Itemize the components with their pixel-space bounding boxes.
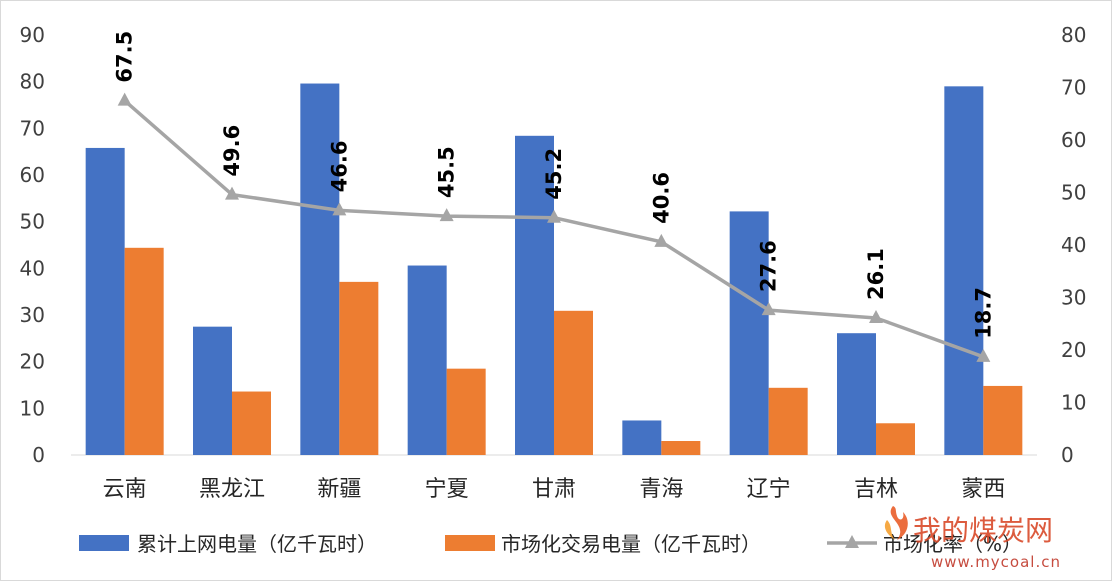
rate-data-label: 18.7 (971, 287, 995, 339)
bar-market-trade (124, 247, 164, 455)
bar-grid-power (515, 135, 554, 456)
bar-grid-power (944, 86, 984, 455)
x-category-label: 新疆 (317, 477, 361, 502)
legend: 累计上网电量（亿千瓦时） 市场化交易电量（亿千瓦时） 市场化率（%） (79, 532, 1022, 556)
rate-data-label: 67.5 (113, 31, 137, 83)
y-left-tick-label: 0 (32, 443, 45, 467)
bar-market-trade (446, 368, 486, 455)
x-category-label: 云南 (103, 477, 147, 502)
bar-grid-power (193, 326, 232, 455)
bar-market-trade (339, 281, 379, 455)
bar-grid-power (622, 420, 662, 455)
x-category-label: 辽宁 (747, 477, 791, 502)
bar-market-trade (768, 387, 808, 455)
x-category-label: 蒙西 (961, 477, 1005, 502)
rate-point-marker (869, 309, 883, 323)
y-right-tick-label: 60 (1061, 128, 1086, 152)
legend-swatch-market-trade (445, 535, 495, 551)
x-category-label: 宁夏 (425, 477, 469, 502)
y-left-tick-label: 30 (20, 303, 45, 327)
bar-grid-power (407, 265, 447, 455)
bar-grid-power (837, 333, 876, 455)
rate-point-marker (332, 202, 347, 216)
rate-data-label: 26.1 (864, 248, 888, 300)
x-category-label: 黑龙江 (199, 477, 265, 502)
bar-market-trade (983, 385, 1023, 455)
y-right-tick-label: 0 (1061, 443, 1074, 467)
bar-market-trade (661, 441, 701, 455)
y-right-tick-label: 20 (1061, 338, 1086, 362)
legend-label-rate: 市场化率（%） (883, 532, 1022, 556)
rate-data-label: 46.6 (327, 141, 351, 193)
rate-point-marker (225, 186, 239, 200)
rate-data-label: 45.2 (542, 148, 566, 200)
watermark-flame-icon (884, 506, 908, 540)
y-left-tick-label: 10 (20, 396, 45, 420)
y-right-tick-label: 80 (1061, 23, 1086, 47)
rate-point-marker (547, 209, 561, 223)
axes: 0 10 20 30 40 50 60 70 80 90 0 10 20 30 40 50 60 70 80 云南 黑龙… (20, 23, 1087, 502)
rate-point-marker (439, 208, 454, 222)
x-category-label: 吉林 (854, 477, 898, 502)
y-right-tick-label: 40 (1061, 233, 1086, 257)
rate-line (117, 92, 991, 362)
x-category-label: 青海 (639, 477, 683, 502)
x-category-label: 甘肃 (532, 477, 576, 502)
legend-swatch-grid-power (79, 535, 129, 551)
watermark-text: 我的煤炭网 (913, 514, 1053, 547)
rate-data-label: 45.5 (435, 146, 459, 198)
data-labels: 67.5 49.6 46.6 45.5 45.2 40.6 27.6 26.1 18.7 (113, 31, 996, 339)
rate-point-marker (761, 302, 776, 316)
y-right-tick-label: 10 (1061, 391, 1086, 415)
bar-market-trade (554, 310, 593, 455)
watermark-url: www.mycoal.cn (931, 553, 1061, 571)
bar-market-trade (232, 391, 271, 455)
rate-data-label: 27.6 (757, 240, 781, 292)
bar-grid-power (300, 83, 340, 456)
rate-data-label: 40.6 (649, 172, 673, 224)
y-left-tick-label: 40 (20, 256, 45, 280)
bar-grid-power (729, 211, 769, 455)
y-right-tick-label: 70 (1061, 76, 1086, 100)
y-left-tick-label: 80 (20, 70, 45, 94)
y-left-tick-label: 60 (20, 163, 45, 187)
rate-point-marker (654, 233, 669, 247)
rate-data-label: 49.6 (220, 125, 244, 177)
y-left-tick-label: 70 (20, 116, 45, 140)
y-left-tick-label: 90 (20, 23, 45, 47)
legend-label-market-trade: 市场化交易电量（亿千瓦时） (501, 532, 761, 556)
y-right-tick-label: 50 (1061, 181, 1086, 205)
y-left-tick-label: 20 (20, 350, 45, 374)
bars (85, 83, 1023, 456)
y-left-tick-label: 50 (20, 210, 45, 234)
rate-point-marker (976, 348, 991, 362)
legend-swatch-rate-marker (845, 535, 859, 548)
bar-grid-power (85, 147, 125, 455)
legend-label-grid-power: 累计上网电量（亿千瓦时） (137, 532, 377, 556)
watermark: 我的煤炭网 www.mycoal.cn (884, 506, 1061, 571)
bar-market-trade (876, 423, 915, 455)
rate-point-marker (117, 92, 132, 106)
y-right-tick-label: 30 (1061, 286, 1086, 310)
